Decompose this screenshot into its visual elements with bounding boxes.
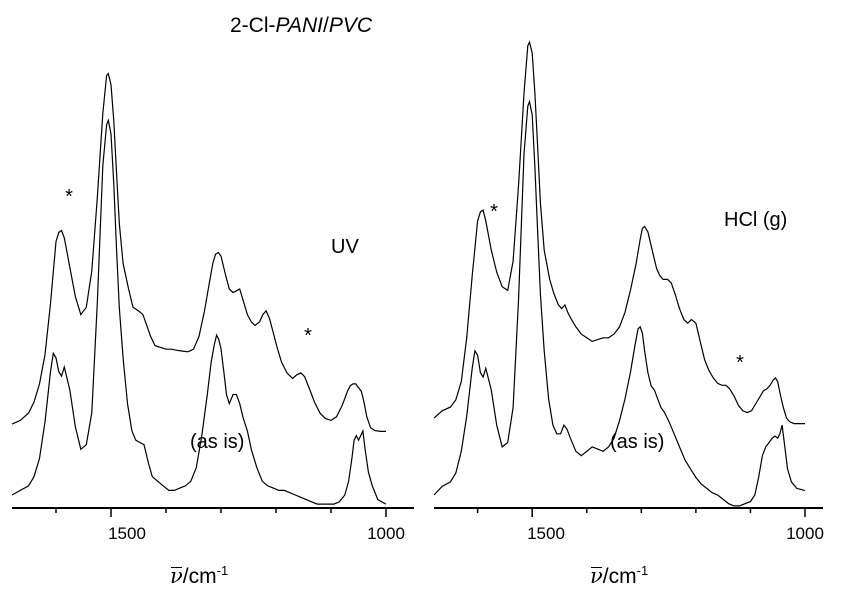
series-label-as-is: (as is)	[190, 431, 244, 453]
series-line-as-is	[433, 99, 806, 507]
x-tick-label-1500: 1500	[108, 524, 146, 543]
series-label-as-is: (as is)	[610, 431, 664, 453]
annotation-asterisk-1: *	[490, 201, 498, 223]
x-tick-label-1500: 1500	[527, 524, 565, 543]
x-axis-label-right: ν/cm-1	[590, 563, 648, 589]
spectrum-panel-right: 1500 1000 * * HCl (g) (as is)	[433, 40, 824, 543]
x-tick-label-1000: 1000	[367, 524, 405, 543]
series-line-as-is	[11, 118, 387, 505]
series-line-uv	[11, 72, 386, 432]
x-axis-ticks	[55, 508, 387, 517]
spectrum-panel-left: 1500 1000 * * UV (as is)	[11, 72, 414, 543]
x-axis-unit: /cm	[602, 565, 637, 588]
annotation-asterisk-2: *	[736, 352, 744, 374]
x-axis-symbol: ν	[170, 564, 183, 588]
x-tick-label-1000: 1000	[786, 524, 824, 543]
x-axis-unit: /cm	[182, 565, 217, 588]
title-polymer-2: PVC	[328, 14, 372, 37]
annotation-asterisk-2: *	[304, 325, 312, 347]
annotation-asterisk-1: *	[65, 186, 73, 208]
title-prefix: 2-Cl-	[230, 14, 276, 37]
series-label-uv: UV	[331, 236, 359, 258]
x-axis-unit-exponent: -1	[216, 563, 229, 578]
title-polymer-1: PANI	[275, 14, 323, 37]
title-separator: /	[322, 14, 329, 37]
x-axis-symbol: ν	[590, 564, 603, 588]
x-axis-ticks	[476, 508, 806, 517]
series-label-hcl-g: HCl (g)	[724, 209, 787, 231]
x-axis-unit-exponent: -1	[636, 563, 649, 578]
x-axis-label-left: ν/cm-1	[170, 563, 228, 589]
series-line-hcl-g	[433, 40, 805, 425]
